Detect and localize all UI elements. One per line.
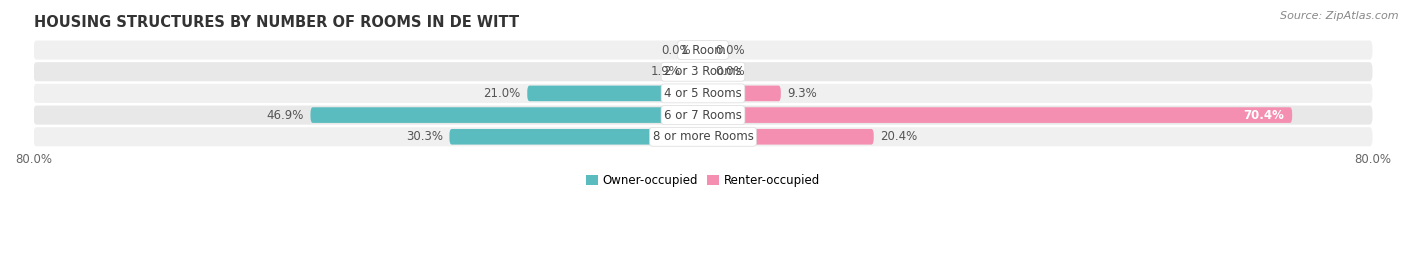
Text: 20.4%: 20.4% [880, 130, 918, 143]
FancyBboxPatch shape [450, 129, 703, 144]
Text: 1.9%: 1.9% [651, 65, 681, 78]
Text: 0.0%: 0.0% [661, 44, 690, 56]
FancyBboxPatch shape [703, 107, 1292, 123]
Text: 70.4%: 70.4% [1243, 109, 1284, 122]
Text: Source: ZipAtlas.com: Source: ZipAtlas.com [1281, 11, 1399, 21]
FancyBboxPatch shape [311, 107, 703, 123]
FancyBboxPatch shape [527, 86, 703, 101]
Text: 21.0%: 21.0% [484, 87, 520, 100]
Text: 1 Room: 1 Room [681, 44, 725, 56]
FancyBboxPatch shape [703, 86, 780, 101]
Text: 9.3%: 9.3% [787, 87, 817, 100]
FancyBboxPatch shape [34, 41, 1372, 59]
Text: 0.0%: 0.0% [716, 44, 745, 56]
FancyBboxPatch shape [34, 105, 1372, 125]
FancyBboxPatch shape [34, 84, 1372, 103]
Text: 8 or more Rooms: 8 or more Rooms [652, 130, 754, 143]
Text: 4 or 5 Rooms: 4 or 5 Rooms [664, 87, 742, 100]
Text: 46.9%: 46.9% [266, 109, 304, 122]
FancyBboxPatch shape [34, 62, 1372, 81]
FancyBboxPatch shape [688, 64, 703, 80]
FancyBboxPatch shape [34, 127, 1372, 146]
Text: 6 or 7 Rooms: 6 or 7 Rooms [664, 109, 742, 122]
Text: 0.0%: 0.0% [716, 65, 745, 78]
Text: 30.3%: 30.3% [406, 130, 443, 143]
Text: HOUSING STRUCTURES BY NUMBER OF ROOMS IN DE WITT: HOUSING STRUCTURES BY NUMBER OF ROOMS IN… [34, 15, 519, 30]
FancyBboxPatch shape [703, 129, 873, 144]
Text: 2 or 3 Rooms: 2 or 3 Rooms [664, 65, 742, 78]
Legend: Owner-occupied, Renter-occupied: Owner-occupied, Renter-occupied [583, 172, 823, 189]
